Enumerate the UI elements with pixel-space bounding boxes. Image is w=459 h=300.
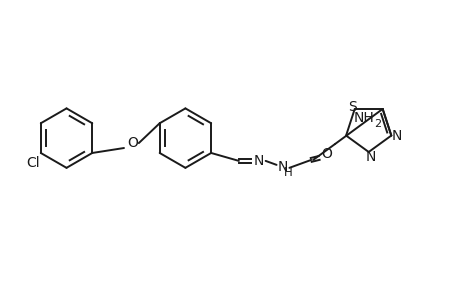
Text: N: N bbox=[277, 160, 287, 174]
Text: S: S bbox=[347, 100, 356, 114]
Text: O: O bbox=[321, 147, 332, 161]
Text: H: H bbox=[284, 166, 292, 179]
Text: N: N bbox=[391, 129, 402, 142]
Text: O: O bbox=[127, 136, 138, 150]
Text: 2: 2 bbox=[374, 119, 381, 129]
Text: NH: NH bbox=[353, 111, 374, 125]
Text: Cl: Cl bbox=[26, 156, 39, 170]
Text: N: N bbox=[365, 150, 375, 164]
Text: N: N bbox=[253, 154, 263, 168]
